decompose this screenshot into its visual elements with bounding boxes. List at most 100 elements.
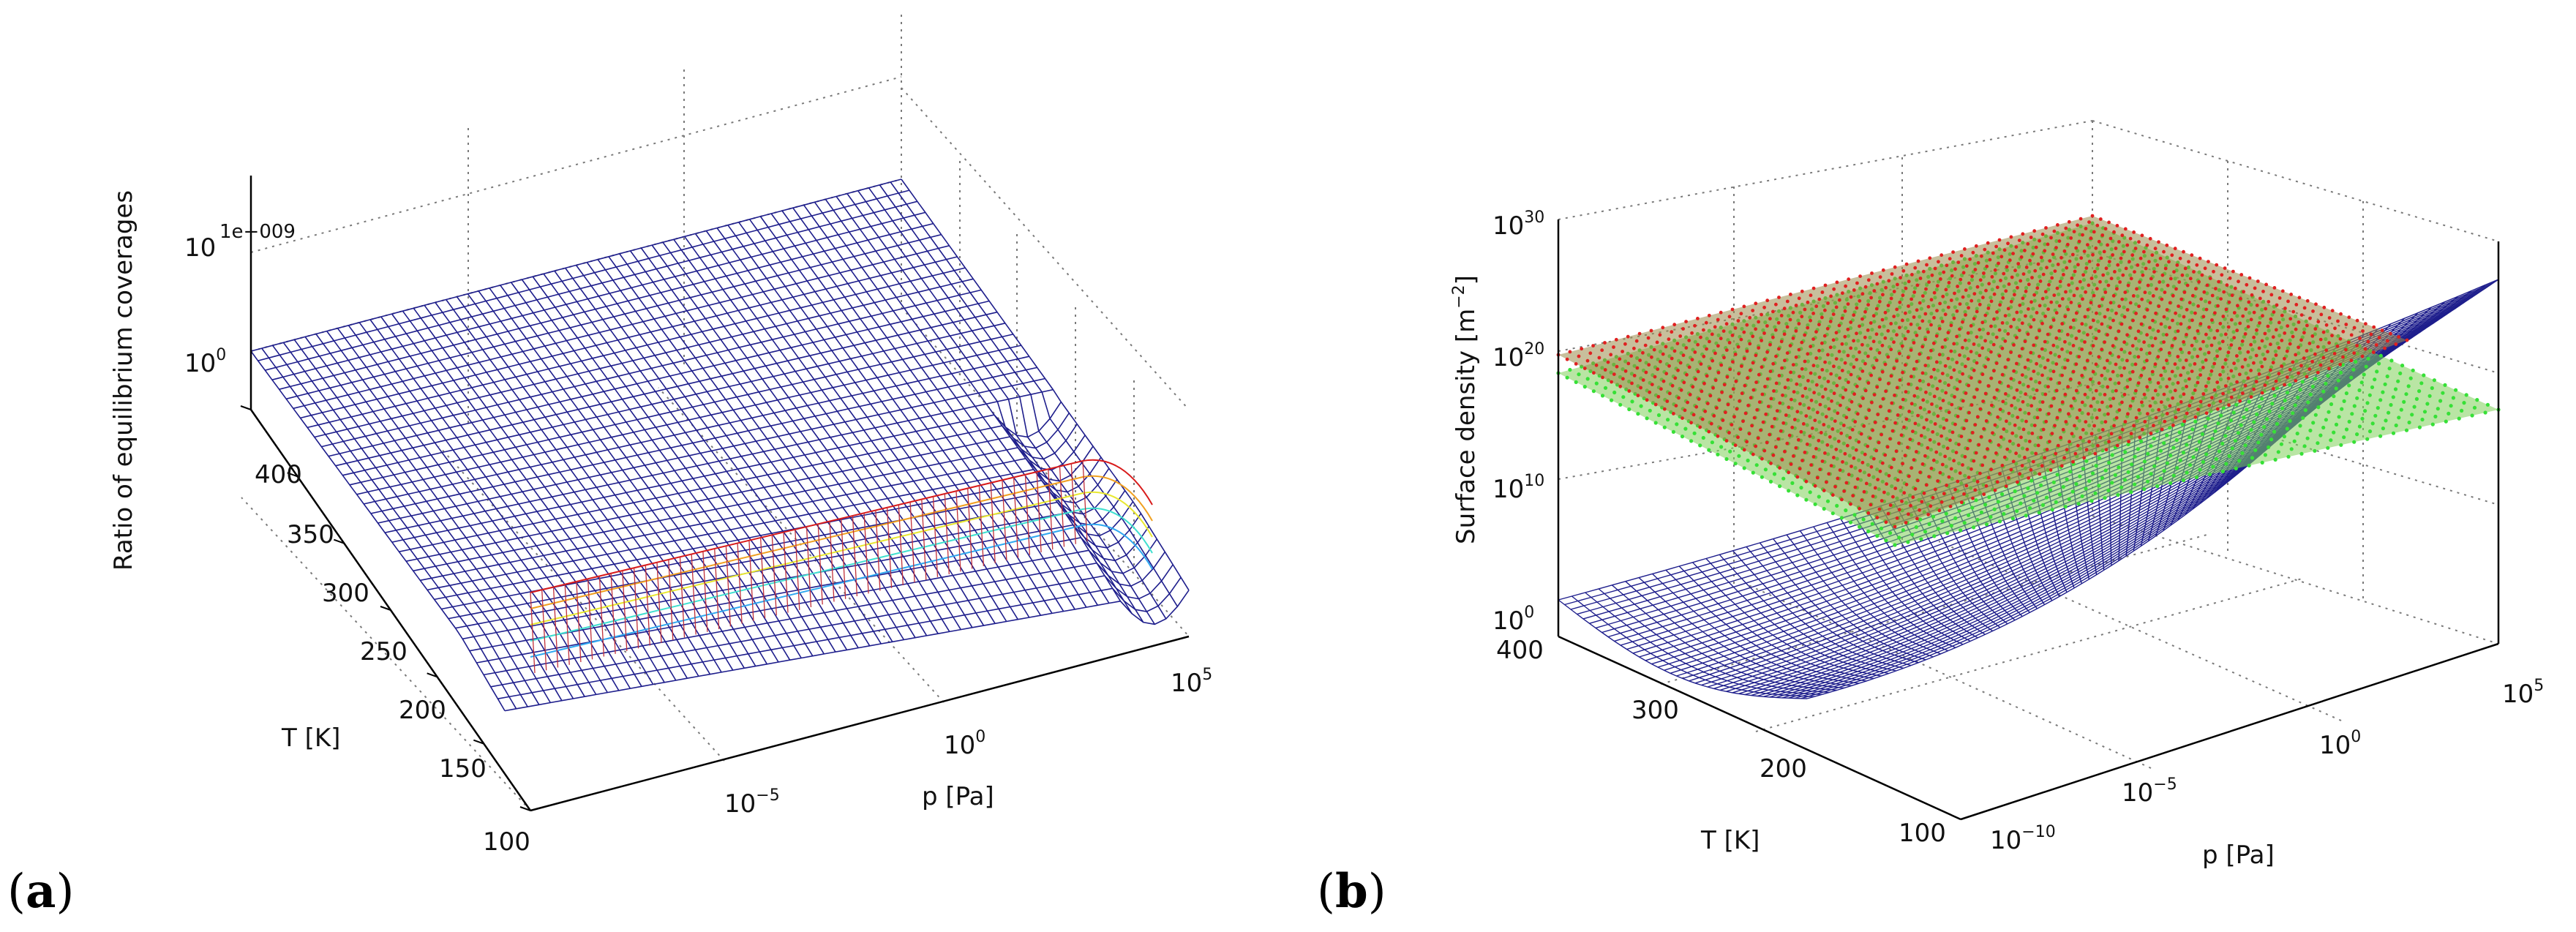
panel-b-red-marker [2266,350,2269,354]
panel-b-red-marker [1901,318,1904,323]
panel-b-red-marker [1703,409,1708,413]
panel-b-red-marker [2269,368,2272,372]
panel-b-red-marker [1641,350,1645,355]
panel-b-red-marker [1733,353,1738,356]
panel-b-mesh-col [1759,542,1919,664]
panel-b-red-marker [1837,298,1841,302]
panel-b-red-marker [2154,311,2158,315]
panel-b-red-marker [1771,309,1775,314]
panel-b-red-marker [2108,351,2112,356]
panel-b-red-marker [2117,240,2121,244]
panel-b-green-marker [2364,364,2368,369]
panel-b-red-marker [2002,427,2006,431]
panel-b-red-marker [2100,297,2105,301]
panel-b-red-marker [1687,365,1691,369]
panel-b-green-marker [1914,525,1918,530]
panel-b-red-marker [1930,402,1934,406]
panel-b-red-marker [2009,299,2013,304]
panel-b-green-marker [2332,394,2336,399]
panel-b-red-marker [1754,444,1758,448]
panel-b-green-marker [1666,418,1670,422]
panel-b-red-marker [2310,359,2315,364]
panel-b-red-marker [2229,369,2234,373]
panel-b-red-marker [2135,287,2138,291]
panel-b-red-marker [1958,327,1961,331]
panel-b-red-marker [2029,377,2033,381]
panel-b-red-marker [2074,337,2079,340]
panel-b-red-marker [1820,290,1825,294]
panel-b-red-marker [1795,475,1800,479]
panel-b-red-marker [1929,466,1934,470]
panel-b-red-marker [1915,334,1919,337]
panel-b-red-marker [2131,294,2136,298]
panel-b-red-marker [1859,432,1863,436]
panel-b-red-marker [1934,450,1939,454]
panel-b-red-marker [1880,317,1885,322]
panel-b-red-marker [2218,321,2223,326]
panel-b-green-marker [2113,473,2117,478]
panel-b-green-marker [2404,392,2408,397]
panel-a-xtick-m5: 10−5 [724,786,780,819]
panel-b-red-marker [2015,388,2019,392]
panel-b-red-marker [1833,484,1837,489]
panel-b-red-marker [2263,357,2267,361]
panel-b-green-marker [2155,484,2160,489]
panel-b-green-marker [2149,472,2153,476]
panel-b-red-marker [1959,435,1964,438]
panel-b-green-marker [2404,428,2409,432]
panel-b-green-marker [2280,406,2285,410]
panel-b-red-marker [2254,353,2258,358]
panel-b-red-marker [1877,507,1882,511]
panel-b-red-marker [2383,346,2387,350]
panel-b-green-marker [2269,437,2274,442]
panel-b-red-marker [2097,329,2101,334]
panel-b-red-marker [1975,388,1979,391]
panel-b-red-marker [1800,315,1804,319]
panel-b-red-marker [1782,332,1787,337]
panel-b-red-marker [2010,275,2014,279]
panel-a-ridge-hatch [909,502,915,583]
panel-b-red-marker [1696,369,1700,374]
panel-b-green-marker [2483,410,2487,415]
panel-b-red-marker [1931,341,1936,345]
panel-b-green-marker [2103,468,2108,473]
panel-b-green-marker [2233,438,2237,443]
panel-b-red-marker [2073,424,2076,428]
panel-b-red-marker [1612,345,1615,349]
panel-b-green-marker [2267,445,2271,449]
panel-b-red-marker [2366,339,2370,344]
panel-b-red-marker [2208,277,2212,280]
panel-b-red-marker [2158,256,2163,260]
panel-b-mesh-col [1665,569,1867,682]
panel-a-ytick-mark [287,472,298,478]
panel-b-green-marker [2203,424,2207,429]
panel-b-green-marker [2326,446,2330,450]
panel-b-green-marker [1919,537,1923,541]
panel-b-red-marker [2179,347,2183,351]
panel-b-chart: 100 1010 1020 1030 Surface density [m−2]… [1317,120,2544,919]
panel-b-red-marker [2260,391,2264,395]
panel-b-red-marker [1993,423,1997,427]
panel-b-red-marker [1912,290,1917,294]
panel-b-red-marker [1852,339,1856,343]
panel-b-green-marker [2171,473,2176,478]
panel-b-red-marker [1991,342,1996,347]
panel-b-red-marker [1923,364,1928,367]
panel-b-mesh-col [1611,585,1837,691]
panel-b-red-marker [1834,305,1839,309]
panel-b-red-marker [1974,244,1978,248]
panel-b-red-marker [1771,453,1776,457]
panel-b-green-marker [2197,440,2201,444]
panel-b-red-marker [1855,306,1859,310]
panel-b-green-marker [1972,525,1976,530]
panel-b-green-marker [2387,367,2392,371]
panel-b-green-marker [2207,444,2212,449]
panel-b-red-marker [2346,340,2351,345]
panel-a-mesh-col [619,253,893,642]
panel-b-green-marker [1893,543,1897,547]
panel-b-green-marker [1662,425,1667,429]
panel-b-red-marker [2246,376,2250,380]
panel-b-red-marker [2207,377,2211,380]
panel-b-red-marker [1684,320,1689,323]
panel-b-red-marker [1938,470,1942,475]
